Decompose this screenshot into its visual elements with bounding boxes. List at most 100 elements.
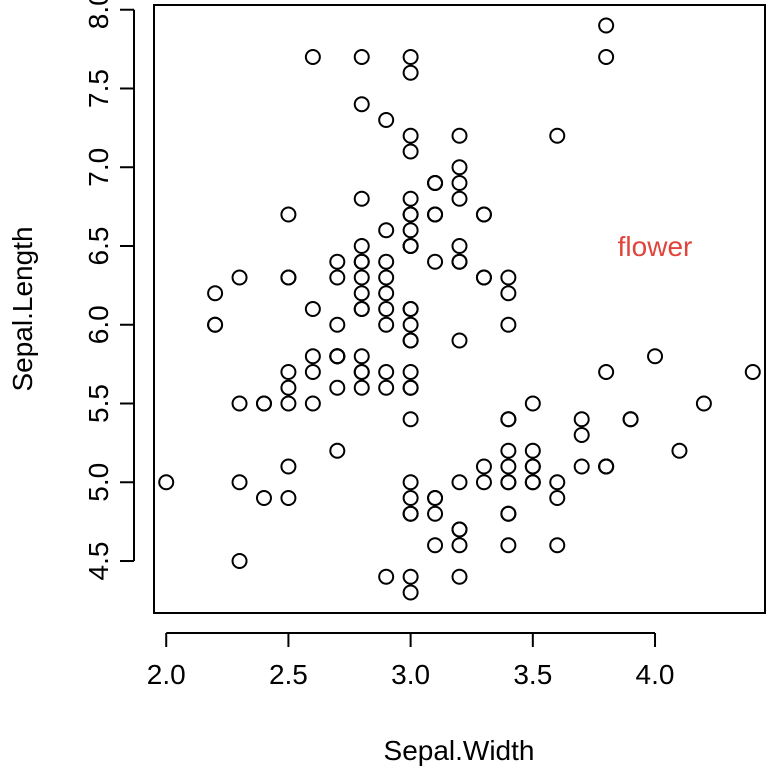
data-point: [280, 458, 297, 475]
data-point: [549, 537, 566, 554]
data-point: [744, 364, 761, 381]
x-tick-label: 3.0: [391, 659, 430, 690]
plot-frame: [153, 4, 766, 614]
data-point: [427, 505, 444, 522]
x-tick-label: 4.0: [636, 659, 675, 690]
data-point: [280, 379, 297, 396]
x-axis-label: Sepal.Width: [384, 735, 535, 766]
data-point: [427, 537, 444, 554]
data-point: [695, 395, 712, 412]
y-tick-label: 7.0: [83, 148, 114, 187]
data-point: [353, 364, 370, 381]
data-point: [378, 301, 395, 317]
annotation-label: flower: [618, 231, 693, 262]
data-point: [475, 269, 492, 286]
data-point: [598, 48, 615, 65]
y-tick-label: 5.0: [83, 463, 114, 502]
data-point: [402, 316, 419, 333]
data-point: [671, 442, 688, 459]
data-point: [353, 301, 370, 317]
data-point: [451, 521, 468, 538]
data-point: [329, 379, 346, 396]
data-point: [622, 411, 639, 428]
data-point: [231, 395, 248, 412]
data-point: [549, 127, 566, 144]
data-point: [647, 348, 664, 365]
data-point: [207, 285, 224, 302]
data-point: [353, 285, 370, 302]
data-point: [304, 348, 321, 365]
data-point: [304, 364, 321, 381]
data-point: [353, 190, 370, 207]
data-point: [598, 458, 615, 475]
data-point: [524, 395, 541, 412]
data-point: [524, 474, 541, 491]
data-point: [378, 568, 395, 585]
data-point: [207, 316, 224, 333]
data-point: [329, 269, 346, 286]
data-point: [427, 253, 444, 270]
data-point: [280, 490, 297, 507]
data-point: [231, 553, 248, 570]
data-point: [451, 174, 468, 191]
data-point: [427, 174, 444, 191]
data-point: [329, 253, 346, 270]
data-point: [500, 505, 517, 522]
data-point: [475, 458, 492, 475]
data-point: [231, 474, 248, 491]
y-axis-label: Sepal.Length: [7, 226, 38, 391]
data-point: [598, 364, 615, 381]
data-point: [549, 490, 566, 507]
data-point: [353, 96, 370, 113]
data-point: [549, 474, 566, 491]
data-point: [304, 48, 321, 65]
data-point: [402, 301, 419, 317]
data-point: [378, 111, 395, 128]
data-point: [353, 48, 370, 65]
data-point: [573, 427, 590, 444]
data-point: [451, 127, 468, 144]
data-point: [280, 206, 297, 223]
data-point: [475, 206, 492, 223]
data-point: [304, 301, 321, 317]
data-point: [451, 332, 468, 349]
data-point: [500, 537, 517, 554]
y-tick-label: 8.0: [83, 0, 114, 29]
data-point: [378, 285, 395, 302]
data-point: [402, 474, 419, 491]
data-point: [378, 269, 395, 286]
data-point: [402, 584, 419, 601]
data-point: [378, 222, 395, 239]
data-point: [402, 190, 419, 207]
data-points: [158, 17, 761, 601]
x-tick-label: 3.5: [513, 659, 552, 690]
data-point: [402, 332, 419, 349]
data-point: [598, 17, 615, 34]
data-point: [402, 364, 419, 381]
y-tick-label: 6.0: [83, 305, 114, 344]
data-point: [353, 237, 370, 254]
data-point: [280, 395, 297, 412]
data-point: [500, 458, 517, 475]
y-tick-label: 6.5: [83, 227, 114, 266]
data-point: [524, 442, 541, 459]
data-point: [378, 253, 395, 270]
data-point: [378, 379, 395, 396]
data-point: [573, 458, 590, 475]
data-point: [427, 490, 444, 507]
data-point: [353, 379, 370, 396]
data-point: [402, 411, 419, 428]
data-point: [451, 190, 468, 207]
x-tick-label: 2.5: [269, 659, 308, 690]
data-point: [402, 222, 419, 239]
data-point: [402, 48, 419, 65]
data-point: [500, 316, 517, 333]
data-point: [500, 442, 517, 459]
data-point: [500, 411, 517, 428]
data-point: [158, 474, 175, 491]
data-point: [500, 269, 517, 286]
data-point: [402, 568, 419, 585]
data-point: [378, 364, 395, 381]
data-point: [402, 505, 419, 522]
y-axis: 4.5 5.0 5.5 6.0 6.5 7.0 7.5 8.0: [83, 0, 135, 580]
